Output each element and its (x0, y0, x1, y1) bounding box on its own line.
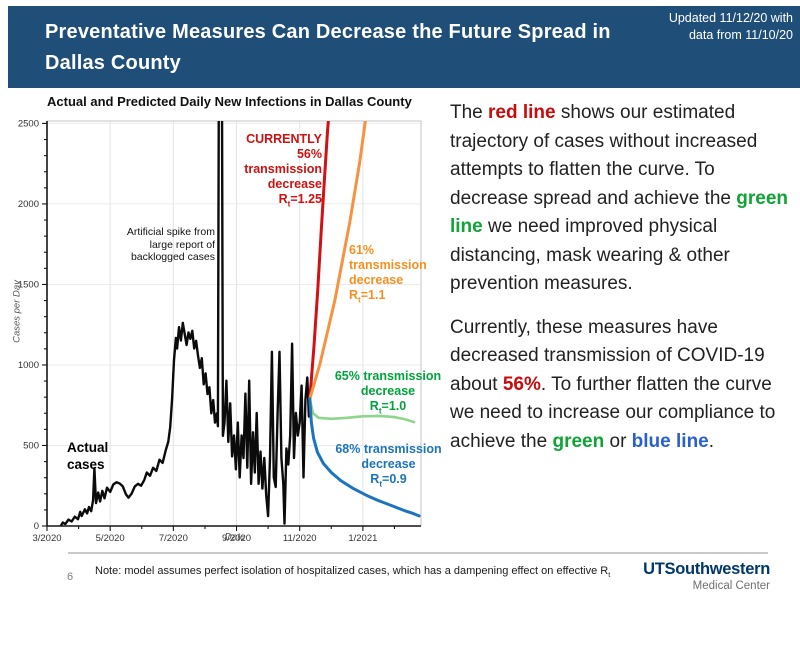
svg-text:11/2020: 11/2020 (283, 533, 317, 544)
updated-note: Updated 11/12/20 with data from 11/10/20 (623, 10, 793, 44)
annotation-artificial-spike: Artificial spike from large report of ba… (126, 226, 215, 263)
annotation-blue-68pct: 68% transmission decrease Rt=0.9 (330, 442, 447, 492)
annotation-actual-cases: Actual cases (67, 440, 109, 472)
svg-text:2000: 2000 (18, 199, 39, 210)
explanation-text: The red line shows our estimated traject… (450, 99, 797, 471)
svg-text:500: 500 (23, 440, 39, 451)
svg-text:3/2020: 3/2020 (32, 533, 61, 544)
logo-subtitle: Medical Center (692, 580, 770, 592)
svg-text:1500: 1500 (18, 279, 39, 290)
x-axis-label: Date (224, 532, 246, 543)
chart: Actual and Predicted Daily New Infection… (0, 90, 462, 560)
svg-text:1000: 1000 (18, 360, 39, 371)
slide-header-bar: Preventative Measures Can Decrease the F… (8, 6, 800, 88)
rt-value-orange: Rt=1.1 (349, 288, 386, 305)
svg-text:1/2021: 1/2021 (348, 533, 377, 544)
annotation-red-currently: CURRENTLY 56% transmission decrease Rt=1… (244, 132, 322, 212)
footer-note: Note: model assumes perfect isolation of… (95, 565, 611, 580)
explanation-paragraph-2: Currently, these measures have decreased… (450, 316, 776, 452)
page-number: 6 (67, 571, 74, 583)
chart-svg: 0 500 1000 1500 2000 2500 3/2020 5/2020 7/2020 9/… (18, 118, 422, 544)
annotation-green-65pct: 65% transmission decrease Rt=1.0 (330, 369, 446, 419)
updated-note-line1: Updated 11/12/20 with (668, 11, 793, 25)
svg-text:5/2020: 5/2020 (96, 533, 125, 544)
rt-value-green: Rt=1.0 (369, 399, 407, 416)
slide-title: Preventative Measures Can Decrease the F… (45, 21, 611, 74)
svg-text:2500: 2500 (18, 118, 39, 129)
explanation-paragraph-1: The red line shows our estimated traject… (450, 102, 789, 294)
annotation-orange-61pct: 61% transmission decrease Rt=1.1 (349, 243, 427, 308)
footer-divider (68, 552, 768, 554)
utsouthwestern-logo: UTSouthwestern Medical Center (520, 560, 770, 592)
rt-value-blue: Rt=0.9 (370, 472, 407, 489)
svg-text:9/2020: 9/2020 (222, 533, 251, 544)
y-axis-label: Cases per Day (11, 280, 23, 343)
rt-value-red: Rt=1.25 (278, 192, 322, 209)
updated-note-line2: data from 11/10/20 (688, 28, 793, 42)
svg-text:0: 0 (34, 521, 39, 532)
svg-text:7/2020: 7/2020 (159, 533, 188, 544)
chart-title: Actual and Predicted Daily New Infection… (47, 94, 412, 109)
logo-wordmark: UTSouthwestern (643, 560, 770, 578)
